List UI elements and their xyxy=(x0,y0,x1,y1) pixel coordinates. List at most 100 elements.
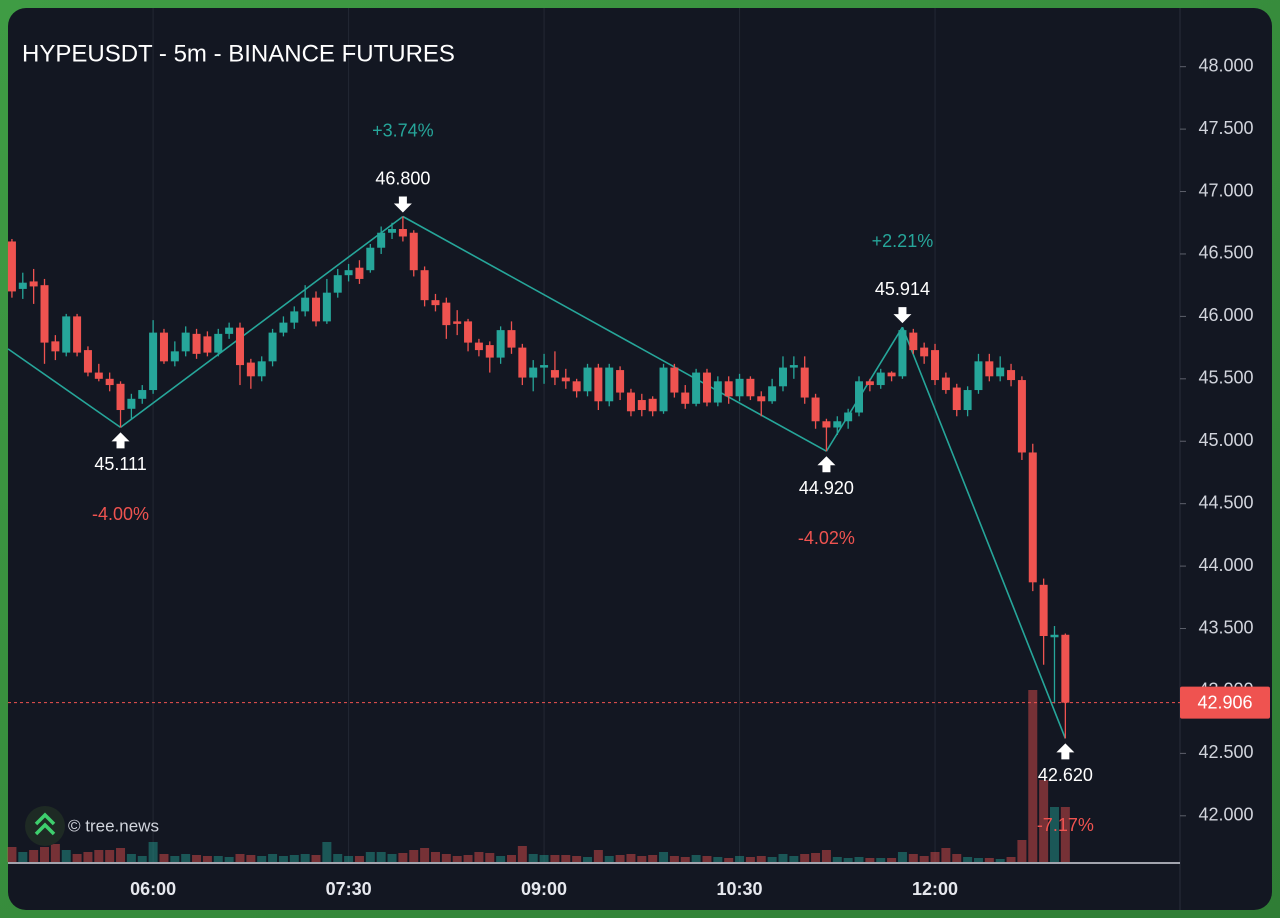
volume-bar xyxy=(789,856,799,862)
candle-body xyxy=(257,361,266,377)
watermark-logo xyxy=(25,806,65,846)
pivot-price: 45.914 xyxy=(875,279,930,299)
candle-body xyxy=(550,370,559,378)
y-tick-label: 43.500 xyxy=(1198,617,1253,637)
watermark: © tree.news xyxy=(68,816,159,835)
candle-body xyxy=(844,412,853,422)
candle-body xyxy=(40,285,49,343)
volume-bar xyxy=(398,853,408,862)
y-tick-label: 47.000 xyxy=(1198,180,1253,200)
y-tick-label: 47.500 xyxy=(1198,118,1253,138)
volume-bar xyxy=(843,858,853,862)
pivot-arrow xyxy=(393,196,412,213)
volume-bar xyxy=(1006,857,1016,862)
candle-body xyxy=(62,316,71,353)
volume-bar xyxy=(463,855,473,862)
volume-bar xyxy=(865,858,875,862)
candle-body xyxy=(898,330,907,377)
volume-bar xyxy=(615,855,625,862)
volume-bar xyxy=(322,842,332,862)
x-tick-label: 07:30 xyxy=(326,879,372,899)
zigzag-segment xyxy=(120,215,404,429)
pivot-price: 46.800 xyxy=(375,168,430,188)
candle-body xyxy=(409,232,418,271)
candle-body xyxy=(985,361,994,377)
volume-bar xyxy=(202,856,212,862)
candle-body xyxy=(833,421,842,428)
volume-bar xyxy=(702,856,712,862)
volume-bar xyxy=(735,856,745,862)
volume-bar xyxy=(637,856,647,862)
volume-bar xyxy=(930,852,940,862)
volume-bar xyxy=(528,854,538,862)
volume-bar xyxy=(713,857,723,862)
candle-body xyxy=(181,332,190,352)
candle-body xyxy=(1061,634,1070,703)
x-tick-label: 12:00 xyxy=(912,879,958,899)
volume-bar xyxy=(170,856,180,862)
candle-body xyxy=(670,367,679,393)
candle-body xyxy=(659,367,668,412)
y-tick-label: 44.000 xyxy=(1198,555,1253,575)
candle-body xyxy=(692,372,701,404)
volume-bar xyxy=(517,846,527,862)
volume-bar xyxy=(680,857,690,862)
candle-body xyxy=(518,347,527,378)
candle-body xyxy=(724,381,733,397)
volume-bar xyxy=(354,856,364,862)
volume-bar xyxy=(29,850,39,862)
volume xyxy=(7,690,1070,862)
volume-bar xyxy=(973,858,983,862)
volume-bar xyxy=(604,856,614,862)
pivot-arrow xyxy=(893,307,912,324)
candle-body xyxy=(398,228,407,237)
candle-body xyxy=(138,390,147,399)
candle-body xyxy=(1017,380,1026,453)
volume-bar xyxy=(691,855,701,862)
volume-bar xyxy=(126,854,136,862)
volume-bar xyxy=(18,852,28,862)
volume-bar xyxy=(1028,690,1038,862)
candle-body xyxy=(453,321,462,324)
candle-body xyxy=(735,378,744,397)
volume-bar xyxy=(908,854,918,862)
y-tick-label: 42.500 xyxy=(1198,742,1253,762)
zigzag-segment xyxy=(825,326,904,452)
volume-bar xyxy=(669,856,679,862)
volume-bar xyxy=(7,847,17,862)
volume-bar xyxy=(40,847,50,862)
candle-body xyxy=(322,292,331,322)
volume-bar xyxy=(550,855,560,862)
volume-bar xyxy=(876,858,886,862)
zigzag-segment xyxy=(7,348,121,429)
pivot-price: 44.920 xyxy=(799,478,854,498)
volume-bar xyxy=(887,858,897,862)
candle-body xyxy=(94,372,103,379)
volume-bar xyxy=(561,855,571,862)
pivot-change: +3.74% xyxy=(372,120,434,140)
x-tick-label: 10:30 xyxy=(717,879,763,899)
candle-body xyxy=(73,316,82,353)
volume-bar xyxy=(289,855,299,862)
candle-body xyxy=(746,378,755,397)
volume-bar xyxy=(278,856,288,862)
candle-body xyxy=(561,377,570,382)
volume-bar xyxy=(800,854,810,862)
candles xyxy=(7,216,1070,739)
volume-bar xyxy=(268,854,278,862)
y-tick-label: 44.500 xyxy=(1198,492,1253,512)
candle-body xyxy=(290,311,299,323)
candle-body xyxy=(778,367,787,387)
pivot-arrow xyxy=(817,456,836,473)
volume-bar xyxy=(1060,807,1070,862)
candle-body xyxy=(442,302,451,326)
candle-body xyxy=(637,400,646,411)
pivot-change: -4.02% xyxy=(798,528,855,548)
last-price: 42.906 xyxy=(8,686,1270,719)
volume-bar xyxy=(648,855,658,862)
candle-body xyxy=(170,351,179,362)
y-tick-label: 45.000 xyxy=(1198,430,1253,450)
volume-bar xyxy=(572,856,582,862)
candle-body xyxy=(116,383,125,411)
candle-body xyxy=(507,330,516,348)
